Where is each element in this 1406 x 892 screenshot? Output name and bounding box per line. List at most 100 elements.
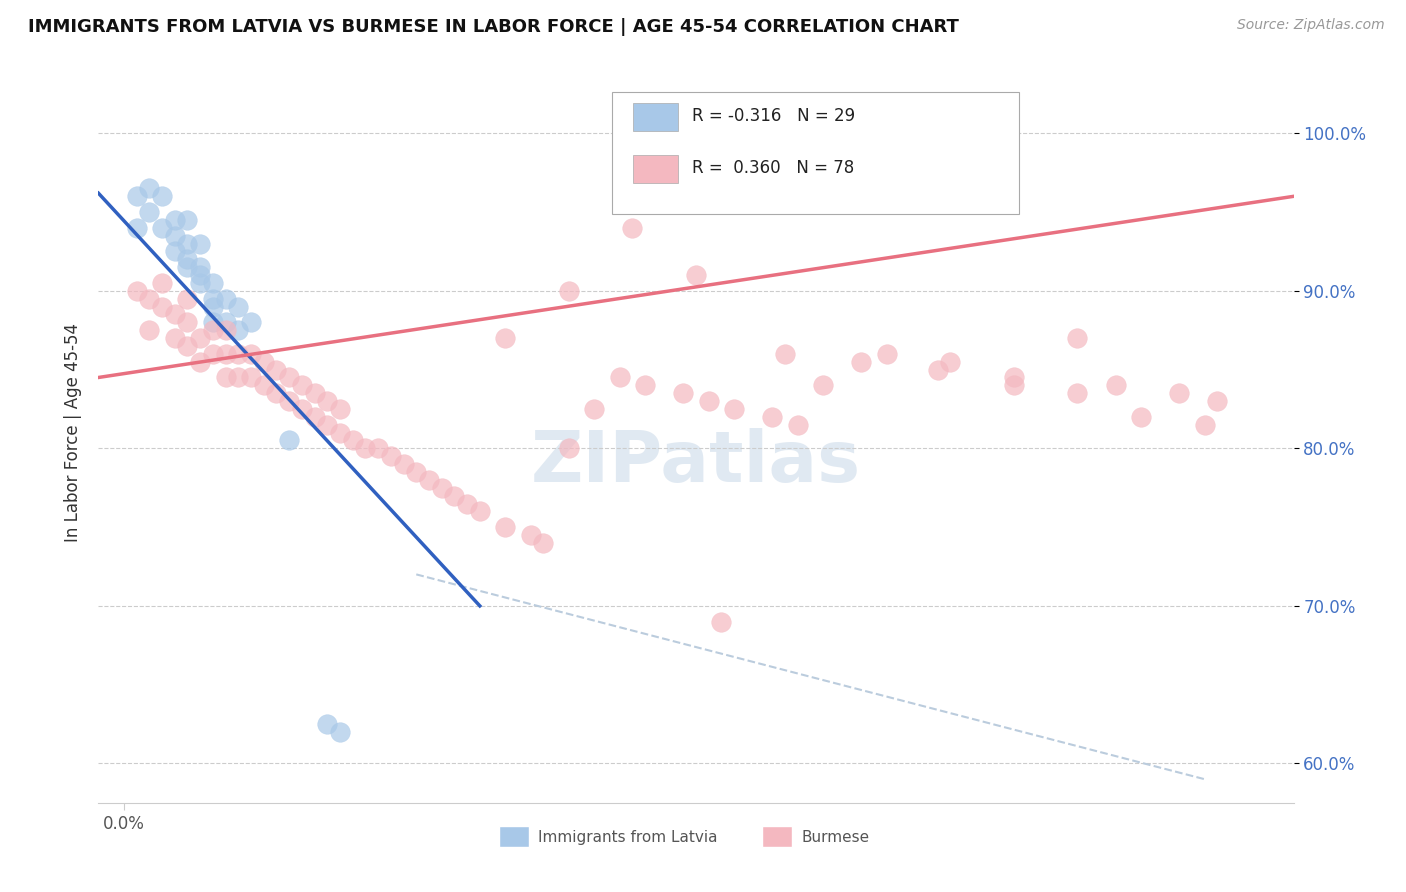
Point [201, 276, 224, 290]
Point [304, 409, 326, 424]
Point [201, 300, 224, 314]
Point [773, 347, 796, 361]
Point [761, 409, 783, 424]
Point [214, 315, 236, 329]
Point [214, 292, 236, 306]
Point [188, 276, 211, 290]
Point [316, 417, 339, 432]
Point [266, 362, 288, 376]
Point [176, 315, 198, 329]
Point [405, 465, 427, 479]
Point [316, 394, 339, 409]
Point [1206, 394, 1229, 409]
Point [150, 189, 173, 203]
Point [176, 260, 198, 275]
Point [367, 442, 389, 456]
Point [278, 394, 301, 409]
Point [188, 236, 211, 251]
Point [226, 370, 249, 384]
Point [342, 434, 364, 448]
Point [697, 394, 720, 409]
Point [176, 292, 198, 306]
Text: Source: ZipAtlas.com: Source: ZipAtlas.com [1237, 18, 1385, 32]
Point [851, 355, 873, 369]
Text: IMMIGRANTS FROM LATVIA VS BURMESE IN LABOR FORCE | AGE 45-54 CORRELATION CHART: IMMIGRANTS FROM LATVIA VS BURMESE IN LAB… [28, 18, 959, 36]
Point [253, 355, 276, 369]
Point [786, 417, 808, 432]
Point [201, 323, 224, 337]
Point [138, 292, 160, 306]
Point [939, 355, 962, 369]
Point [176, 236, 198, 251]
Point [519, 528, 541, 542]
Point [163, 308, 186, 322]
Point [456, 496, 478, 510]
Y-axis label: In Labor Force | Age 45-54: In Labor Force | Age 45-54 [63, 323, 82, 542]
Point [188, 260, 211, 275]
Point [163, 228, 186, 243]
Point [188, 268, 211, 282]
Point [876, 347, 898, 361]
Point [188, 331, 211, 345]
Point [494, 331, 516, 345]
Point [138, 181, 160, 195]
Point [291, 378, 314, 392]
Point [621, 220, 644, 235]
Point [723, 402, 745, 417]
Text: R =  0.360   N = 78: R = 0.360 N = 78 [692, 160, 855, 178]
Point [418, 473, 440, 487]
Point [392, 457, 415, 471]
Point [494, 520, 516, 534]
Point [672, 386, 695, 401]
Text: Immigrants from Latvia: Immigrants from Latvia [538, 830, 717, 845]
Point [125, 189, 148, 203]
Point [278, 434, 301, 448]
Point [226, 347, 249, 361]
Point [430, 481, 453, 495]
Point [138, 323, 160, 337]
Point [685, 268, 707, 282]
Point [278, 370, 301, 384]
Point [201, 292, 224, 306]
Point [634, 378, 657, 392]
Point [558, 442, 581, 456]
Point [1168, 386, 1191, 401]
Point [329, 425, 352, 440]
Point [354, 442, 377, 456]
Point [583, 402, 606, 417]
Point [304, 386, 326, 401]
Point [329, 725, 352, 739]
Point [138, 205, 160, 219]
Point [214, 370, 236, 384]
Point [163, 213, 186, 227]
Point [150, 300, 173, 314]
FancyBboxPatch shape [633, 155, 678, 183]
Point [1066, 386, 1088, 401]
Point [316, 717, 339, 731]
Point [226, 300, 249, 314]
Point [531, 536, 554, 550]
Text: R = -0.316   N = 29: R = -0.316 N = 29 [692, 108, 855, 126]
Point [291, 402, 314, 417]
Point [176, 213, 198, 227]
Point [188, 355, 211, 369]
FancyBboxPatch shape [633, 103, 678, 131]
Point [266, 386, 288, 401]
FancyBboxPatch shape [762, 827, 792, 847]
Point [927, 362, 949, 376]
Point [176, 252, 198, 267]
Point [201, 347, 224, 361]
Point [609, 370, 631, 384]
Point [1002, 370, 1025, 384]
Point [1129, 409, 1152, 424]
Point [1066, 331, 1088, 345]
Point [1104, 378, 1126, 392]
Point [163, 244, 186, 259]
Point [150, 220, 173, 235]
Point [253, 378, 276, 392]
Point [710, 615, 733, 629]
Point [811, 378, 834, 392]
Point [468, 504, 491, 518]
Point [226, 323, 249, 337]
Point [240, 315, 263, 329]
